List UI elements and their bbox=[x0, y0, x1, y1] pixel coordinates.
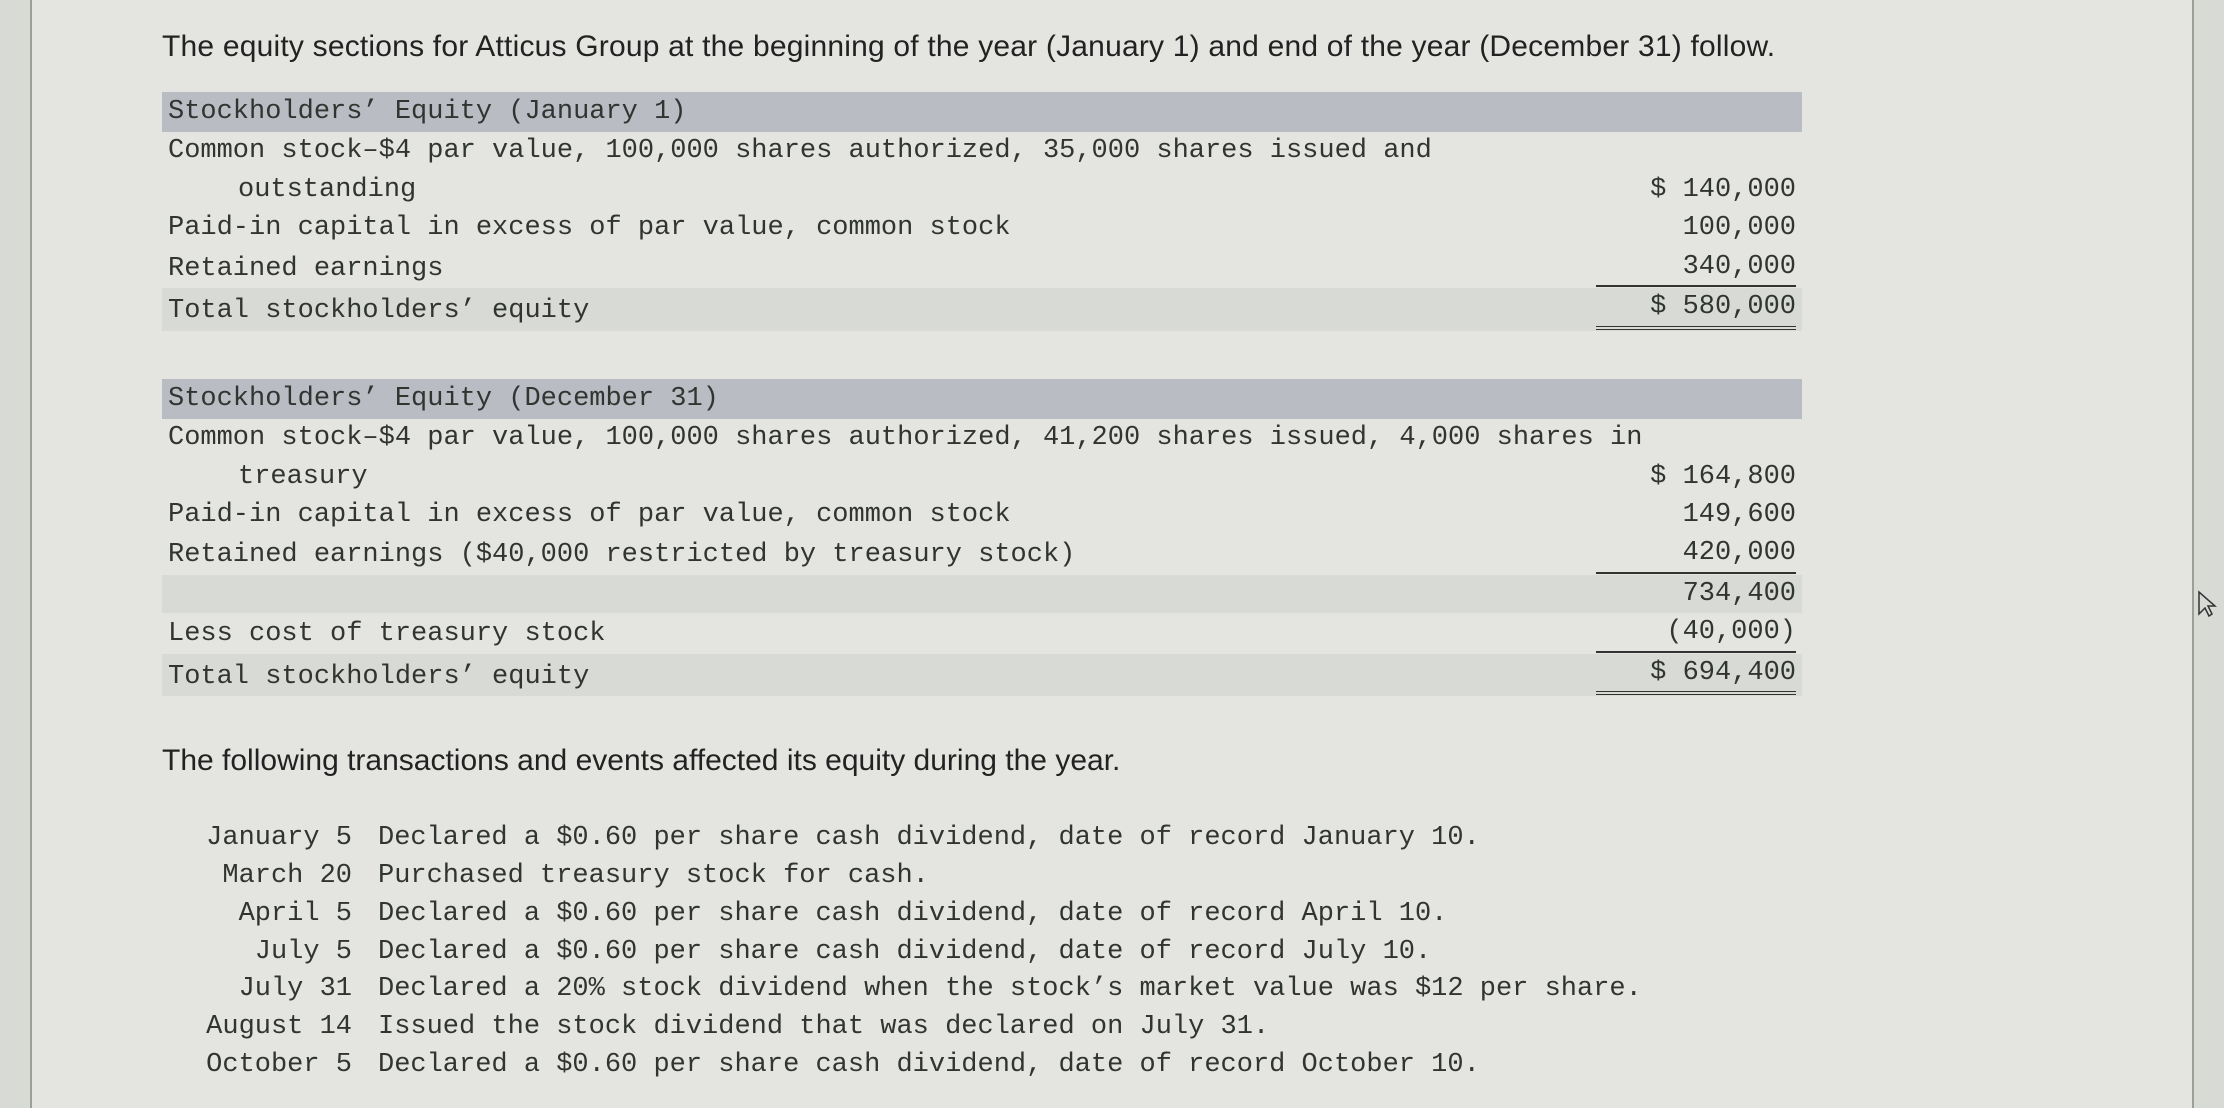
transactions-list: January 5 Declared a $0.60 per share cas… bbox=[162, 820, 2072, 1085]
transaction-desc: Declared a $0.60 per share cash dividend… bbox=[378, 1047, 2072, 1085]
transaction-date: July 31 bbox=[162, 971, 378, 1009]
dec31-subtotal: 734,400 bbox=[162, 575, 1802, 613]
dec31-less-treasury: Less cost of treasury stock (40,000) bbox=[162, 613, 1802, 653]
transaction-desc: Declared a $0.60 per share cash dividend… bbox=[378, 896, 2072, 934]
dec31-retained: Retained earnings ($40,000 restricted by… bbox=[162, 534, 1802, 574]
jan1-header: Stockholders’ Equity (January 1) bbox=[162, 92, 1802, 132]
transaction-row: July 5 Declared a $0.60 per share cash d… bbox=[162, 934, 2072, 972]
jan1-common-line1: Common stock–$4 par value, 100,000 share… bbox=[162, 132, 1802, 170]
transaction-row: July 31 Declared a 20% stock dividend wh… bbox=[162, 971, 2072, 1009]
transaction-desc: Purchased treasury stock for cash. bbox=[378, 858, 2072, 896]
label: Retained earnings ($40,000 restricted by… bbox=[168, 537, 1596, 573]
amount: 420,000 bbox=[1596, 535, 1796, 573]
dec31-header: Stockholders’ Equity (December 31) bbox=[162, 379, 1802, 419]
transaction-row: August 14 Issued the stock dividend that… bbox=[162, 1009, 2072, 1047]
jan1-retained: Retained earnings 340,000 bbox=[162, 248, 1802, 288]
amount: 100,000 bbox=[1596, 210, 1796, 246]
dec31-common-line1: Common stock–$4 par value, 100,000 share… bbox=[162, 419, 1802, 457]
transaction-row: January 5 Declared a $0.60 per share cas… bbox=[162, 820, 2072, 858]
amount: 340,000 bbox=[1596, 249, 1796, 287]
amount: $ 694,400 bbox=[1596, 655, 1796, 695]
equity-jan1-block: Stockholders’ Equity (January 1) Common … bbox=[162, 92, 1802, 331]
label: Total stockholders’ equity bbox=[168, 293, 1596, 329]
transaction-desc: Declared a $0.60 per share cash dividend… bbox=[378, 934, 2072, 972]
jan1-common-line2: outstanding $ 140,000 bbox=[162, 171, 1802, 209]
transaction-row: March 20 Purchased treasury stock for ca… bbox=[162, 858, 2072, 896]
transaction-date: October 5 bbox=[162, 1047, 378, 1085]
amount: 149,600 bbox=[1596, 497, 1796, 533]
document-page: The equity sections for Atticus Group at… bbox=[30, 0, 2194, 1108]
label: Common stock–$4 par value, 100,000 share… bbox=[168, 133, 1596, 169]
cursor-icon bbox=[2196, 590, 2218, 625]
label: Less cost of treasury stock bbox=[168, 616, 1596, 652]
transaction-desc: Declared a $0.60 per share cash dividend… bbox=[378, 820, 2072, 858]
transaction-date: January 5 bbox=[162, 820, 378, 858]
dec31-total: Total stockholders’ equity $ 694,400 bbox=[162, 654, 1802, 696]
amount: $ 164,800 bbox=[1596, 459, 1796, 495]
equity-dec31-block: Stockholders’ Equity (December 31) Commo… bbox=[162, 379, 1802, 697]
transaction-desc: Issued the stock dividend that was decla… bbox=[378, 1009, 2072, 1047]
transaction-row: April 5 Declared a $0.60 per share cash … bbox=[162, 896, 2072, 934]
label: treasury bbox=[168, 459, 1596, 495]
transaction-row: October 5 Declared a $0.60 per share cas… bbox=[162, 1047, 2072, 1085]
transaction-date: March 20 bbox=[162, 858, 378, 896]
label: Total stockholders’ equity bbox=[168, 659, 1596, 695]
dec31-paidin: Paid-in capital in excess of par value, … bbox=[162, 496, 1802, 534]
amount: 734,400 bbox=[1596, 576, 1796, 612]
amount: $ 140,000 bbox=[1596, 172, 1796, 208]
amount: $ 580,000 bbox=[1596, 289, 1796, 329]
jan1-paidin: Paid-in capital in excess of par value, … bbox=[162, 209, 1802, 247]
amount: (40,000) bbox=[1596, 614, 1796, 652]
transaction-desc: Declared a 20% stock dividend when the s… bbox=[378, 971, 2072, 1009]
transaction-date: April 5 bbox=[162, 896, 378, 934]
jan1-total: Total stockholders’ equity $ 580,000 bbox=[162, 288, 1802, 330]
label: Retained earnings bbox=[168, 251, 1596, 287]
transaction-date: August 14 bbox=[162, 1009, 378, 1047]
label: Paid-in capital in excess of par value, … bbox=[168, 210, 1596, 246]
intro-text: The equity sections for Atticus Group at… bbox=[162, 30, 2072, 64]
transaction-date: July 5 bbox=[162, 934, 378, 972]
label: Paid-in capital in excess of par value, … bbox=[168, 497, 1596, 533]
label: outstanding bbox=[168, 172, 1596, 208]
transactions-intro: The following transactions and events af… bbox=[162, 744, 2072, 778]
label: Common stock–$4 par value, 100,000 share… bbox=[168, 420, 1642, 456]
dec31-common-line2: treasury $ 164,800 bbox=[162, 458, 1802, 496]
